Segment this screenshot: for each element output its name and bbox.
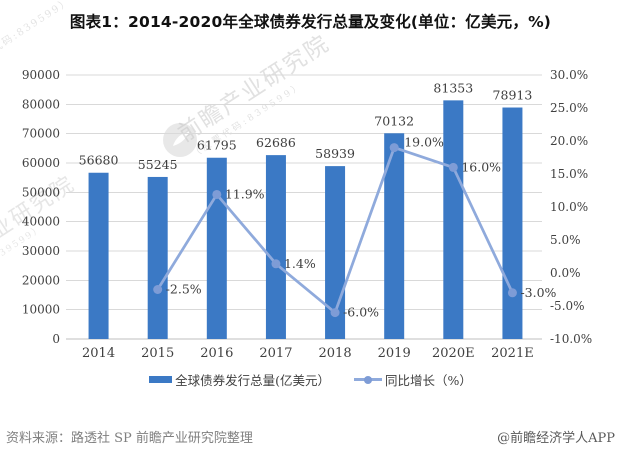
left-axis-tick: 70000 xyxy=(22,127,60,141)
bar-value-label: 62686 xyxy=(256,135,296,150)
line-marker xyxy=(389,143,399,153)
legend-bar-label: 全球债券发行总量(亿美元） xyxy=(175,373,330,388)
bar-2020E xyxy=(443,100,464,339)
x-axis-tick: 2019 xyxy=(378,346,411,361)
line-marker xyxy=(507,288,517,298)
x-axis-tick: 2021E xyxy=(491,346,534,361)
bar-value-label: 56680 xyxy=(79,153,119,168)
left-axis-tick: 80000 xyxy=(22,97,60,111)
bar-value-label: 58939 xyxy=(315,146,355,161)
legend-bar-swatch-icon xyxy=(149,376,173,383)
right-axis-tick: -10.0% xyxy=(550,332,592,346)
chart-footer: 资料来源：路透社 SP 前瞻产业研究院整理 @前瞻经济学人APP xyxy=(6,427,615,446)
left-axis-tick: 0 xyxy=(52,332,60,346)
x-axis-tick: 2016 xyxy=(200,346,233,361)
x-axis-tick: 2020E xyxy=(432,346,475,361)
right-axis-tick: 0.0% xyxy=(550,266,581,280)
left-axis-tick: 10000 xyxy=(22,303,60,317)
line-value-label: -2.5% xyxy=(166,282,202,297)
line-marker xyxy=(448,162,458,172)
line-value-label: -6.0% xyxy=(343,305,379,320)
bar-value-label: 55245 xyxy=(138,157,178,172)
source-note: 资料来源：路透社 SP 前瞻产业研究院整理 xyxy=(6,431,253,446)
combo-chart-plot: 0 10000 20000 30000 40000 50000 60000 70000 8000… xyxy=(22,68,592,361)
left-axis-tick: 40000 xyxy=(22,215,60,229)
line-value-label: 11.9% xyxy=(225,186,265,201)
bar-2016 xyxy=(206,157,227,339)
legend-line-label: 同比增长（%） xyxy=(385,373,472,388)
line-value-label: -3.0% xyxy=(520,285,556,300)
line-marker xyxy=(153,285,163,294)
line-marker xyxy=(271,259,281,269)
legend-line-marker xyxy=(364,375,372,384)
right-axis-tick: 20.0% xyxy=(550,134,588,148)
right-axis-tick: 5.0% xyxy=(550,233,581,247)
line-value-label: 16.0% xyxy=(461,159,501,174)
line-marker xyxy=(212,189,222,199)
legend-item-bars: 全球债券发行总量(亿美元） xyxy=(149,370,330,389)
bar-value-label: 81353 xyxy=(433,80,473,95)
right-axis-tick: -5.0% xyxy=(550,299,585,313)
bar-value-label: 61795 xyxy=(197,138,237,153)
bar-value-label: 78913 xyxy=(493,88,533,103)
legend-line-swatch-icon xyxy=(354,375,382,384)
x-axis-tick: 2015 xyxy=(141,346,174,361)
left-axis-tick: 60000 xyxy=(22,156,60,170)
line-value-label: 1.4% xyxy=(284,256,316,271)
right-axis-tick: 30.0% xyxy=(550,68,588,82)
left-axis-tick: 20000 xyxy=(22,273,60,287)
line-value-label: 19.0% xyxy=(404,135,444,150)
chart-legend: 全球债券发行总量(亿美元） 同比增长（%） xyxy=(0,370,621,389)
x-axis-tick: 2017 xyxy=(259,346,292,361)
bar-2014 xyxy=(88,172,109,339)
x-axis-tick: 2018 xyxy=(319,346,352,361)
right-axis-tick: 10.0% xyxy=(550,200,588,214)
bar-value-label: 70132 xyxy=(374,113,414,128)
line-marker xyxy=(330,308,340,318)
bar-2021E xyxy=(502,107,523,339)
bar-2015 xyxy=(147,176,168,339)
right-axis-tick: 25.0% xyxy=(550,101,588,115)
left-axis-tick: 50000 xyxy=(22,185,60,199)
chart-title: 图表1：2014-2020年全球债券发行总量及变化(单位：亿美元，%) xyxy=(69,13,552,31)
right-axis-tick: 15.0% xyxy=(550,167,588,181)
legend-item-line: 同比增长（%） xyxy=(354,370,472,389)
left-axis-tick: 30000 xyxy=(22,244,60,258)
brand-note: @前瞻经济学人APP xyxy=(497,431,615,446)
x-axis-tick: 2014 xyxy=(82,346,115,361)
bar-2017 xyxy=(265,155,286,339)
left-axis-tick: 90000 xyxy=(22,68,60,82)
bar-2019 xyxy=(384,133,405,339)
